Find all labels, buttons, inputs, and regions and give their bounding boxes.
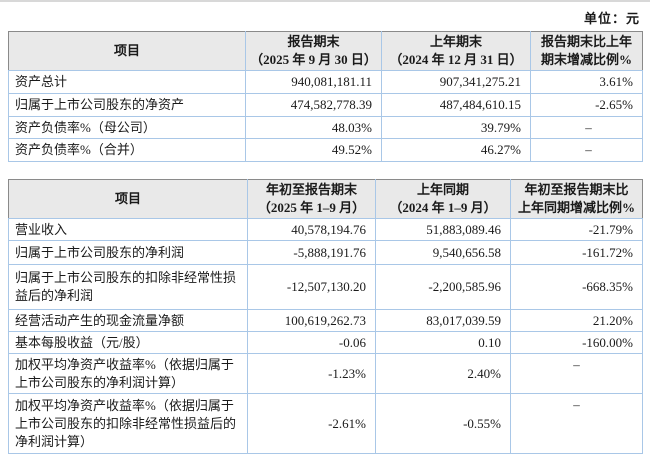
prior-value: 39.79%	[381, 116, 531, 139]
header-item: 项目	[8, 31, 246, 71]
row-label: 归属于上市公司股东的扣除非经常性损益后的净利润	[8, 264, 248, 310]
table-row-net-assets: 归属于上市公司股东的净资产 474,582,778.39 487,484,610…	[8, 93, 643, 117]
prior-value: 83,017,039.59	[375, 309, 511, 332]
header-report-period-end: 报告期末 （2025 年 9 月 30 日）	[245, 31, 382, 71]
change-value: -160.00%	[510, 331, 643, 354]
change-value: -21.79%	[510, 218, 643, 241]
row-label: 基本每股收益（元/股）	[8, 331, 248, 354]
row-label: 资产总计	[8, 70, 246, 94]
prior-value: 46.27%	[381, 138, 531, 162]
header-item: 项目	[8, 179, 248, 219]
table-row-weighted-roe: 加权平均净资产收益率%（依据归属于上市公司股东的净利润计算） -1.23% 2.…	[8, 353, 643, 394]
prior-value: 51,883,089.46	[375, 218, 511, 241]
unit-label: 单位：元	[583, 11, 640, 26]
prior-value: -0.55%	[375, 393, 511, 454]
change-value: -2.65%	[530, 93, 643, 117]
current-value: -5,888,191.76	[247, 240, 376, 265]
current-value: 100,619,262.73	[247, 309, 376, 332]
table-row-basic-eps: 基本每股收益（元/股） -0.06 0.10 -160.00%	[8, 331, 643, 354]
row-label: 归属于上市公司股东的净资产	[8, 93, 246, 117]
table-header-row: 项目 报告期末 （2025 年 9 月 30 日） 上年期末 （2024 年 1…	[8, 31, 643, 71]
change-value: –	[530, 138, 643, 162]
table-row-total-assets: 资产总计 940,081,181.11 907,341,275.21 3.61%	[8, 70, 643, 94]
change-value: 21.20%	[510, 309, 643, 332]
current-value: -2.61%	[247, 393, 376, 454]
header-prior-year-end: 上年期末 （2024 年 12 月 31 日）	[381, 31, 531, 71]
table-row-debt-ratio-consolidated: 资产负债率%（合并） 49.52% 46.27% –	[8, 138, 643, 162]
change-value: -161.72%	[510, 240, 643, 265]
current-value: 474,582,778.39	[245, 93, 382, 117]
header-ytd-period: 年初至报告期末 （2025 年 1–9 月）	[247, 179, 376, 219]
table-row-net-profit-excl-nonrecurring: 归属于上市公司股东的扣除非经常性损益后的净利润 -12,507,130.20 -…	[8, 264, 643, 310]
table-header-row: 项目 年初至报告期末 （2025 年 1–9 月） 上年同期 （2024 年 1…	[8, 179, 643, 219]
current-value: 940,081,181.11	[245, 70, 382, 94]
current-value: 49.52%	[245, 138, 382, 162]
table-row-weighted-roe-excl-nonrecurring: 加权平均净资产收益率%（依据归属于上市公司股东的扣除非经常性损益后的净利润计算）…	[8, 393, 643, 454]
prior-value: 2.40%	[375, 353, 511, 394]
current-value: -1.23%	[247, 353, 376, 394]
change-value: –	[510, 393, 643, 454]
header-change-ratio: 年初至报告期末比 上年同期增减比例%	[510, 179, 643, 219]
current-value: 40,578,194.76	[247, 218, 376, 241]
change-value: –	[530, 116, 643, 139]
prior-value: 907,341,275.21	[381, 70, 531, 94]
year-to-date-summary-table: 项目 年初至报告期末 （2025 年 1–9 月） 上年同期 （2024 年 1…	[8, 179, 643, 454]
table-row-net-profit: 归属于上市公司股东的净利润 -5,888,191.76 9,540,656.58…	[8, 240, 643, 265]
top-edge-strip	[0, 0, 650, 2]
table-row-operating-revenue: 营业收入 40,578,194.76 51,883,089.46 -21.79%	[8, 218, 643, 241]
row-label: 营业收入	[8, 218, 248, 241]
prior-value: 9,540,656.58	[375, 240, 511, 265]
period-end-summary-table: 项目 报告期末 （2025 年 9 月 30 日） 上年期末 （2024 年 1…	[8, 31, 643, 162]
change-value: -668.35%	[510, 264, 643, 310]
row-label: 归属于上市公司股东的净利润	[8, 240, 248, 265]
table-row-operating-cash-flow: 经营活动产生的现金流量净额 100,619,262.73 83,017,039.…	[8, 309, 643, 332]
current-value: 48.03%	[245, 116, 382, 139]
row-label: 资产负债率%（母公司）	[8, 116, 246, 139]
current-value: -12,507,130.20	[247, 264, 376, 310]
prior-value: 487,484,610.15	[381, 93, 531, 117]
current-value: -0.06	[247, 331, 376, 354]
change-value: 3.61%	[530, 70, 643, 94]
header-prior-same-period: 上年同期 （2024 年 1–9 月）	[375, 179, 511, 219]
table-row-debt-ratio-parent: 资产负债率%（母公司） 48.03% 39.79% –	[8, 116, 643, 139]
change-value: –	[510, 353, 643, 394]
row-label: 加权平均净资产收益率%（依据归属于上市公司股东的净利润计算）	[8, 353, 248, 394]
row-label: 加权平均净资产收益率%（依据归属于上市公司股东的扣除非经常性损益后的净利润计算）	[8, 393, 248, 454]
header-change-ratio: 报告期末比上年 期末增减比例%	[530, 31, 643, 71]
row-label: 经营活动产生的现金流量净额	[8, 309, 248, 332]
row-label: 资产负债率%（合并）	[8, 138, 246, 162]
prior-value: -2,200,585.96	[375, 264, 511, 310]
prior-value: 0.10	[375, 331, 511, 354]
